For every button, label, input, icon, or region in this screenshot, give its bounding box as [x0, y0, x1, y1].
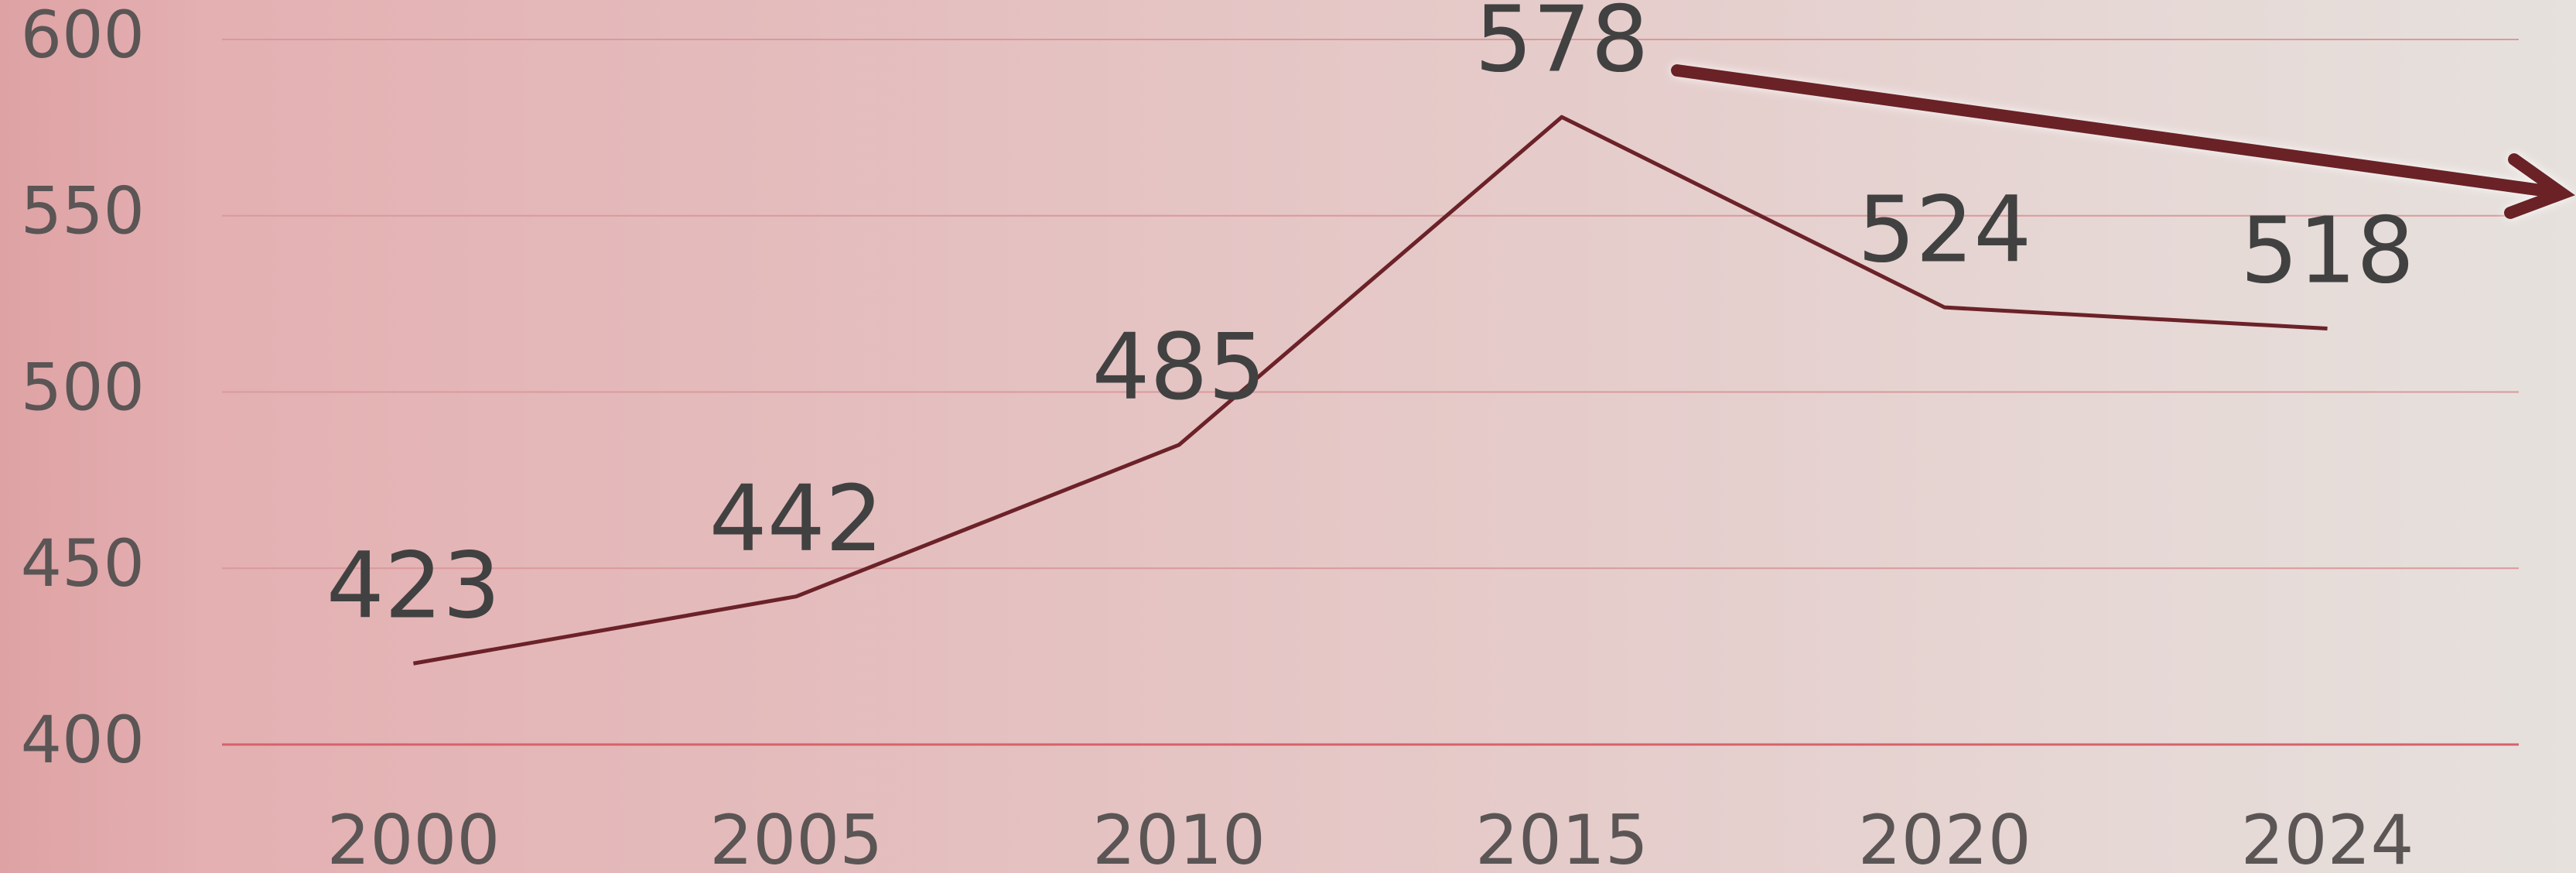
x-tick-label: 2015 [1475, 800, 1648, 873]
y-tick-label: 500 [21, 349, 145, 425]
x-tick-label: 2010 [1092, 800, 1266, 873]
data-label: 578 [1474, 0, 1648, 92]
trend-arrow [1671, 64, 2575, 219]
y-tick-label: 600 [21, 0, 145, 73]
data-label: 442 [709, 465, 883, 572]
data-label: 423 [326, 532, 501, 638]
data-label: 485 [1092, 313, 1266, 420]
y-tick-label: 550 [21, 173, 145, 249]
data-label: 524 [1857, 176, 2031, 282]
data-label: 518 [2240, 197, 2414, 304]
x-tick-label: 2024 [2241, 800, 2414, 873]
y-tick-label: 400 [21, 702, 145, 778]
line [412, 115, 2328, 666]
arrow-shaft [1671, 64, 2559, 198]
x-tick-label: 2005 [709, 800, 883, 873]
y-tick-label: 450 [21, 526, 145, 601]
arrow-head [2504, 153, 2575, 219]
x-tick-label: 2020 [1858, 800, 2031, 873]
x-tick-label: 2000 [326, 800, 500, 873]
